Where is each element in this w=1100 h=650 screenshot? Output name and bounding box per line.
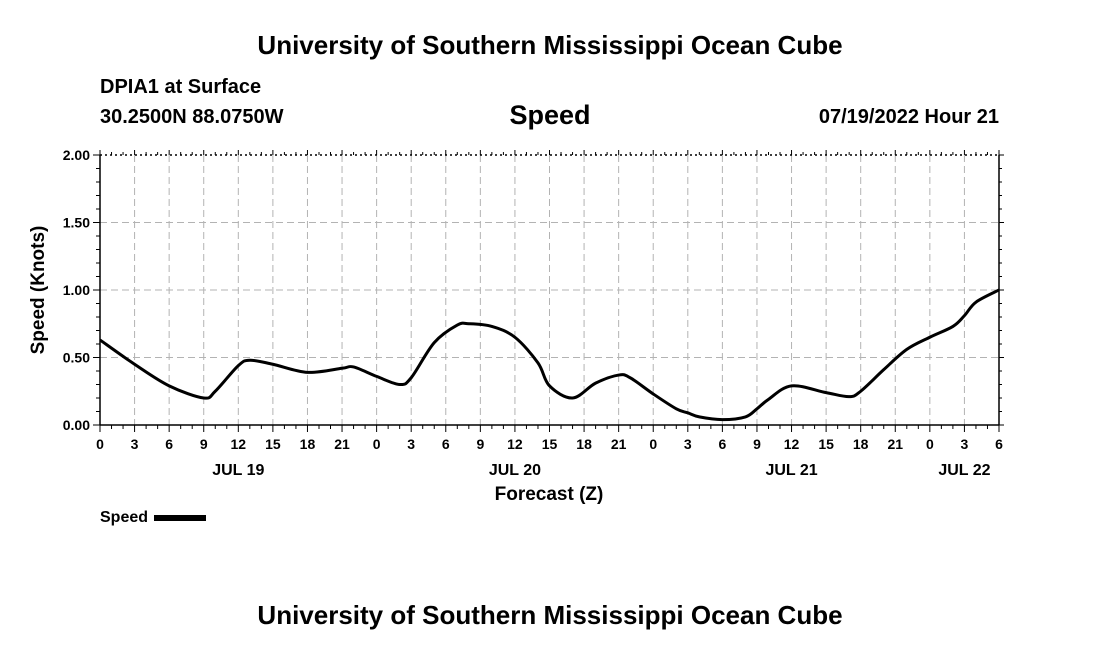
x-tick-label: 15 (265, 436, 281, 452)
labels-layer: 0 3 6 9 12 15 18 21 0 3 6 9 12 15 18 21 0 3 6 9 12 15 18 21 0 3 6J… (63, 147, 1003, 479)
x-tick-label: 21 (611, 436, 627, 452)
x-tick-label: 21 (887, 436, 903, 452)
y-tick-label: 0.00 (63, 417, 90, 433)
chart-top-title: University of Southern Mississippi Ocean… (257, 30, 843, 60)
x-tick-label: 6 (718, 436, 726, 452)
day-label: JUL 21 (765, 462, 817, 479)
x-axis-title: Forecast (Z) (495, 484, 604, 505)
x-tick-label: 15 (542, 436, 558, 452)
x-tick-label: 3 (684, 436, 692, 452)
legend: Speed (100, 509, 207, 527)
day-label: JUL 19 (212, 462, 264, 479)
grid-layer (100, 154, 999, 425)
x-tick-label: 3 (131, 436, 139, 452)
chart-bottom-title: University of Southern Mississippi Ocean… (257, 600, 843, 630)
legend-label: Speed (100, 509, 149, 526)
ticks-layer (93, 150, 1004, 432)
speed-series-line (100, 288, 999, 422)
x-tick-label: 9 (200, 436, 208, 452)
x-tick-label: 9 (753, 436, 761, 452)
y-tick-label: 1.50 (63, 215, 90, 231)
x-tick-label: 18 (576, 436, 592, 452)
station-label: DPIA1 at Surface (100, 76, 262, 98)
x-tick-label: 0 (96, 436, 104, 452)
day-label: JUL 20 (489, 462, 541, 479)
x-tick-label: 18 (853, 436, 869, 452)
y-tick-label: 2.00 (63, 147, 90, 163)
x-tick-label: 9 (476, 436, 484, 452)
x-tick-label: 0 (373, 436, 381, 452)
x-tick-label: 21 (334, 436, 350, 452)
x-tick-label: 12 (507, 436, 523, 452)
x-tick-label: 0 (926, 436, 934, 452)
y-tick-label: 1.00 (63, 282, 90, 298)
coordinates-label: 30.2500N 88.0750W (100, 106, 284, 128)
x-tick-label: 0 (649, 436, 657, 452)
day-label: JUL 22 (938, 462, 990, 479)
x-tick-label: 18 (300, 436, 316, 452)
x-tick-label: 3 (961, 436, 969, 452)
legend-line-swatch (154, 515, 207, 521)
x-tick-label: 12 (784, 436, 800, 452)
x-tick-label: 6 (995, 436, 1003, 452)
x-tick-label: 6 (442, 436, 450, 452)
x-tick-label: 12 (231, 436, 247, 452)
series-layer (100, 288, 999, 422)
parameter-title: Speed (509, 100, 591, 130)
datetime-label: 07/19/2022 Hour 21 (818, 106, 999, 128)
x-tick-label: 6 (165, 436, 173, 452)
y-axis-title: Speed (Knots) (28, 226, 49, 355)
x-tick-label: 3 (407, 436, 415, 452)
y-tick-label: 0.50 (63, 350, 90, 366)
x-tick-label: 15 (818, 436, 834, 452)
